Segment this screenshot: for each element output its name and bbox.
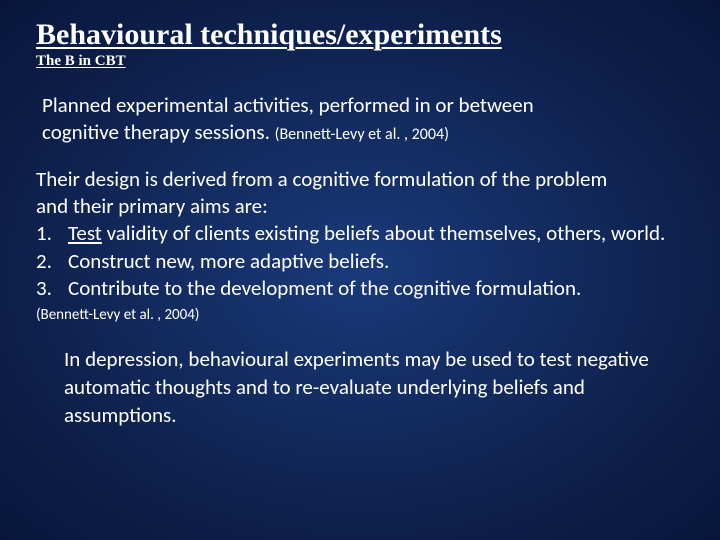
- list-number: 2.: [36, 248, 64, 275]
- list-number: 3.: [36, 275, 64, 302]
- list-text: Test validity of clients existing belief…: [64, 220, 684, 247]
- citation-block: (Bennett-Levy et al. , 2004): [36, 306, 684, 324]
- intro-paragraph: Planned experimental activities, perform…: [36, 92, 684, 146]
- slide: Behavioural techniques/experiments The B…: [0, 0, 720, 540]
- list-number: 1.: [36, 220, 64, 247]
- title-block: Behavioural techniques/experiments The B…: [36, 18, 684, 70]
- slide-title: Behavioural techniques/experiments: [36, 18, 684, 51]
- body-lead-line2: and their primary aims are:: [36, 193, 684, 220]
- list-item: 3. Contribute to the development of the …: [36, 275, 684, 302]
- list-item: 1. Test validity of clients existing bel…: [36, 220, 684, 247]
- body-paragraph: Their design is derived from a cognitive…: [36, 166, 684, 302]
- closing-paragraph: In depression, behavioural experiments m…: [36, 346, 684, 429]
- intro-text-line2: cognitive therapy sessions.: [42, 119, 275, 145]
- body-lead-line1: Their design is derived from a cognitive…: [36, 166, 684, 193]
- list-underlined-word: Test: [68, 220, 102, 246]
- intro-text-line1: Planned experimental activities, perform…: [42, 92, 534, 118]
- list-item: 2. Construct new, more adaptive beliefs.: [36, 248, 684, 275]
- citation-inline: (Bennett-Levy et al. , 2004): [275, 125, 449, 144]
- list-text: Construct new, more adaptive beliefs.: [64, 248, 684, 275]
- list-text: Contribute to the development of the cog…: [64, 275, 684, 302]
- list-rest: validity of clients existing beliefs abo…: [102, 220, 665, 246]
- slide-subtitle: The B in CBT: [36, 53, 684, 70]
- aims-list: 1. Test validity of clients existing bel…: [36, 220, 684, 302]
